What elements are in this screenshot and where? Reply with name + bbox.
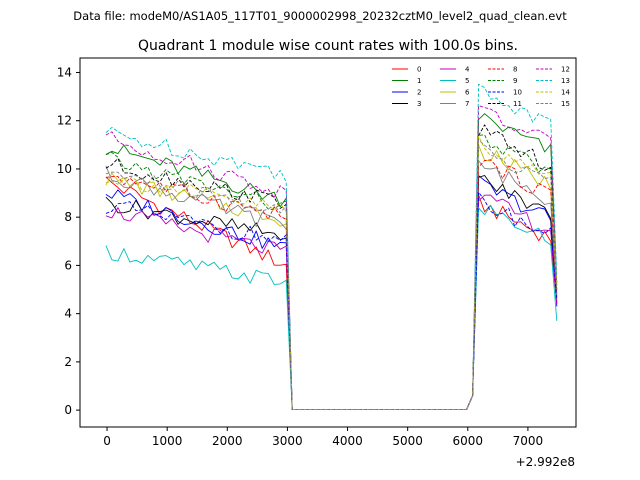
y-tick-label: 8 xyxy=(64,210,72,224)
y-tick-label: 6 xyxy=(64,258,72,272)
series-line-1 xyxy=(105,113,558,411)
series-line-14 xyxy=(105,135,558,411)
x-tick-label: 7000 xyxy=(513,434,544,448)
chart-suptitle: Data file: modeM0/AS1A05_117T01_90000029… xyxy=(73,9,567,23)
legend-label-11: 11 xyxy=(513,100,522,108)
legend-label-0: 0 xyxy=(417,66,421,74)
chart-title: Quadrant 1 module wise count rates with … xyxy=(138,38,518,54)
legend-label-8: 8 xyxy=(513,66,517,74)
series-line-11 xyxy=(105,124,558,411)
x-axis-offset-label: +2.992e8 xyxy=(516,455,575,469)
plot-frame xyxy=(79,57,577,428)
y-tick-label: 4 xyxy=(64,307,72,321)
legend-label-12: 12 xyxy=(561,66,570,74)
series-line-5 xyxy=(105,205,558,411)
legend-label-2: 2 xyxy=(417,89,421,97)
y-tick-label: 2 xyxy=(64,355,72,369)
x-tick-label: 6000 xyxy=(453,434,484,448)
y-tick-label: 10 xyxy=(57,162,72,176)
x-tick-label: 5000 xyxy=(392,434,423,448)
legend-label-3: 3 xyxy=(417,100,421,108)
series-line-7 xyxy=(105,160,558,411)
series-line-4 xyxy=(105,194,558,411)
series-line-3 xyxy=(105,175,558,411)
legend-label-15: 15 xyxy=(561,100,570,108)
legend-label-7: 7 xyxy=(465,100,469,108)
legend-label-1: 1 xyxy=(417,77,421,85)
legend-label-4: 4 xyxy=(465,66,470,74)
legend-label-10: 10 xyxy=(513,89,522,97)
legend-label-6: 6 xyxy=(465,89,470,97)
y-axis: 0 2 4 6 8 10 12 14 xyxy=(57,65,80,417)
x-axis: 0 1000 2000 3000 4000 5000 6000 7000 xyxy=(103,427,543,448)
series-line-8 xyxy=(105,159,558,411)
series-line-0 xyxy=(105,176,558,411)
y-tick-label: 14 xyxy=(57,65,72,79)
x-tick-label: 0 xyxy=(103,434,111,448)
series-line-15 xyxy=(105,139,558,411)
y-tick-label: 0 xyxy=(64,403,72,417)
x-tick-label: 3000 xyxy=(272,434,303,448)
legend-label-9: 9 xyxy=(513,77,517,85)
x-tick-label: 2000 xyxy=(212,434,243,448)
legend-label-14: 14 xyxy=(561,89,570,97)
x-tick-label: 1000 xyxy=(152,434,183,448)
series-layer xyxy=(105,83,558,411)
legend-label-5: 5 xyxy=(465,77,469,85)
x-tick-label: 4000 xyxy=(332,434,363,448)
series-line-9 xyxy=(105,134,558,411)
series-line-12 xyxy=(105,105,558,411)
y-tick-label: 12 xyxy=(57,114,72,128)
series-line-10 xyxy=(105,191,558,411)
legend-label-13: 13 xyxy=(561,77,570,85)
series-line-2 xyxy=(105,175,558,411)
